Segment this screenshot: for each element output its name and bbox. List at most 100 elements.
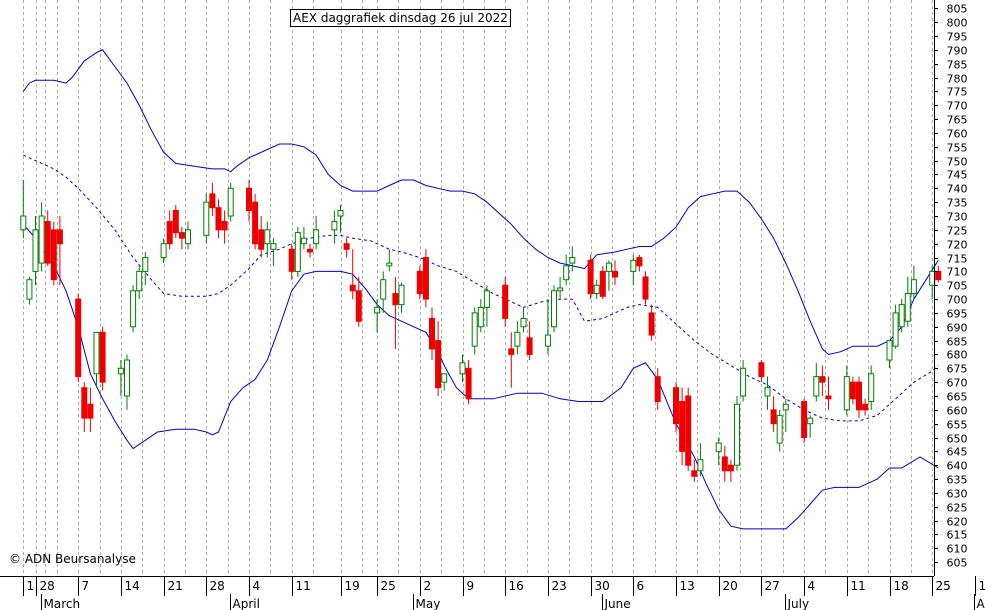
y-tick-label: 760 bbox=[947, 128, 968, 141]
month-label: May bbox=[416, 597, 441, 610]
candle-up bbox=[764, 376, 771, 410]
upper-band-line bbox=[22, 49, 939, 356]
candle-down bbox=[673, 382, 679, 432]
candle-body bbox=[20, 215, 27, 231]
candle-body bbox=[435, 340, 442, 389]
candle-down bbox=[727, 459, 734, 482]
candle-down bbox=[685, 387, 692, 471]
candle-down bbox=[801, 398, 808, 444]
candle-up bbox=[264, 221, 271, 258]
x-tick-label: 16 bbox=[509, 579, 524, 593]
candle-down bbox=[166, 210, 173, 250]
candle-down bbox=[819, 365, 826, 396]
candle-down bbox=[392, 276, 399, 349]
candle-up bbox=[374, 299, 381, 333]
candle-down bbox=[435, 321, 442, 396]
candle-body bbox=[93, 331, 100, 375]
y-tick-label: 645 bbox=[947, 446, 968, 459]
candle-body bbox=[740, 367, 747, 397]
candle-body bbox=[313, 229, 320, 245]
candle-body bbox=[270, 243, 277, 250]
x-tick-label: 7 bbox=[82, 579, 90, 593]
candle-up bbox=[557, 276, 564, 300]
candle-body bbox=[642, 276, 649, 300]
candle-down bbox=[679, 387, 686, 466]
candle-body bbox=[654, 376, 661, 403]
candle-up bbox=[520, 307, 527, 333]
candle-body bbox=[429, 317, 435, 350]
candle-body bbox=[770, 409, 777, 425]
candle-body bbox=[459, 362, 466, 375]
candle-up bbox=[898, 299, 905, 333]
candle-body bbox=[32, 229, 39, 272]
x-tick-label: 25 bbox=[381, 579, 396, 593]
x-tick-label: 28 bbox=[40, 579, 55, 593]
y-tick-label: 630 bbox=[947, 488, 968, 501]
y-tick-label: 725 bbox=[947, 225, 968, 238]
y-tick-label: 795 bbox=[947, 31, 968, 44]
candle-down bbox=[56, 216, 63, 286]
candle-up bbox=[142, 252, 149, 286]
candle-body bbox=[422, 257, 429, 300]
y-tick-label: 790 bbox=[947, 45, 968, 58]
candle-body bbox=[526, 337, 533, 355]
y-tick-label: 605 bbox=[947, 557, 968, 570]
candle-body bbox=[185, 229, 191, 245]
candle-up bbox=[459, 354, 466, 383]
candle-down bbox=[636, 254, 643, 272]
candle-body bbox=[386, 262, 393, 267]
candle-body bbox=[81, 387, 88, 419]
candle-body bbox=[605, 262, 612, 272]
y-tick-label: 665 bbox=[947, 391, 968, 404]
x-tick-label: 2 bbox=[424, 579, 432, 593]
candle-body bbox=[898, 304, 905, 328]
candle-body bbox=[349, 284, 356, 292]
candle-down bbox=[465, 360, 472, 405]
candle-body bbox=[26, 279, 33, 300]
candle-up bbox=[563, 254, 570, 286]
x-tick-label: 11 bbox=[296, 579, 311, 593]
candle-body bbox=[56, 229, 63, 245]
candle-body bbox=[38, 215, 45, 264]
candle-body bbox=[679, 401, 686, 452]
candle-body bbox=[807, 417, 814, 425]
candle-body bbox=[50, 229, 57, 281]
x-tick-label: 23 bbox=[552, 579, 567, 593]
candle-body bbox=[380, 279, 387, 300]
candle-down bbox=[648, 304, 655, 341]
y-tick-label: 800 bbox=[947, 17, 968, 30]
candle-up bbox=[227, 182, 234, 222]
candle-up bbox=[551, 285, 557, 333]
candle-body bbox=[557, 287, 564, 292]
candle-up bbox=[117, 360, 124, 396]
candle-body bbox=[288, 248, 295, 272]
candle-up bbox=[337, 204, 344, 233]
y-tick-label: 625 bbox=[947, 502, 968, 515]
candle-body bbox=[124, 359, 130, 397]
candle-down bbox=[825, 376, 832, 410]
candle-body bbox=[416, 270, 423, 295]
candle-down bbox=[258, 216, 265, 258]
candle-body bbox=[849, 381, 856, 400]
candle-up bbox=[514, 321, 521, 355]
lower-band-line bbox=[22, 223, 939, 530]
candle-body bbox=[514, 331, 521, 347]
candle-body bbox=[758, 362, 765, 378]
candle-body bbox=[172, 209, 179, 234]
candle-down bbox=[343, 238, 350, 258]
candle-up bbox=[294, 227, 301, 277]
candle-body bbox=[593, 284, 600, 295]
candle-up bbox=[715, 437, 722, 466]
candle-up bbox=[441, 373, 448, 391]
candle-body bbox=[910, 279, 917, 295]
candle-down bbox=[721, 445, 728, 482]
candle-body bbox=[374, 306, 381, 314]
y-tick-label: 615 bbox=[947, 529, 968, 542]
candle-body bbox=[130, 290, 137, 328]
candle-body bbox=[904, 293, 911, 322]
candle-body bbox=[160, 243, 167, 259]
candle-body bbox=[734, 403, 740, 466]
candle-down bbox=[935, 265, 942, 283]
candle-body bbox=[819, 376, 826, 383]
